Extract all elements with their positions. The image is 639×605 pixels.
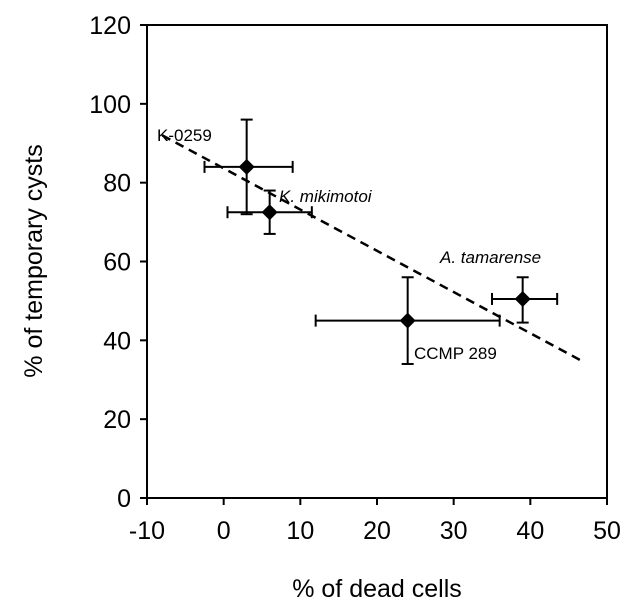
y-tick-label: 20 xyxy=(103,406,131,434)
y-tick-label: 120 xyxy=(89,12,131,40)
annotation-ccmp289: CCMP 289 xyxy=(414,344,497,363)
trendline-segment xyxy=(161,134,581,362)
x-tick-label: 30 xyxy=(440,517,468,545)
annotation-a-tamarense: A. tamarense xyxy=(439,248,541,267)
x-tick-label: -10 xyxy=(129,517,165,545)
y-tick-label: 0 xyxy=(117,485,131,513)
y-tick-label: 80 xyxy=(103,170,131,198)
x-tick-label: 50 xyxy=(593,517,621,545)
error-bars xyxy=(203,118,559,365)
data-point xyxy=(514,290,531,307)
x-axis-title: % of dead cells xyxy=(292,575,462,603)
x-tick-label: 0 xyxy=(217,517,231,545)
y-tick-label: 60 xyxy=(103,249,131,277)
trendline xyxy=(161,134,581,362)
y-axis: 0 20 40 60 80 100 120 xyxy=(89,12,147,513)
annotation-k-mikimotoi: K. mikimotoi xyxy=(279,187,373,206)
x-tick-label: 40 xyxy=(516,517,544,545)
data-points xyxy=(238,158,531,329)
y-tick-label: 40 xyxy=(103,327,131,355)
data-point xyxy=(399,312,416,329)
data-point xyxy=(261,204,278,221)
y-axis-title: % of temporary cysts xyxy=(20,144,48,377)
annotations: K-0259 K. mikimotoi A. tamarense CCMP 28… xyxy=(157,126,541,363)
y-tick-label: 100 xyxy=(89,91,131,119)
x-tick-label: 10 xyxy=(286,517,314,545)
annotation-k0259: K-0259 xyxy=(157,126,212,145)
data-point xyxy=(238,158,255,175)
x-tick-label: 20 xyxy=(363,517,391,545)
x-axis: -10 0 10 20 30 40 50 xyxy=(129,498,621,545)
